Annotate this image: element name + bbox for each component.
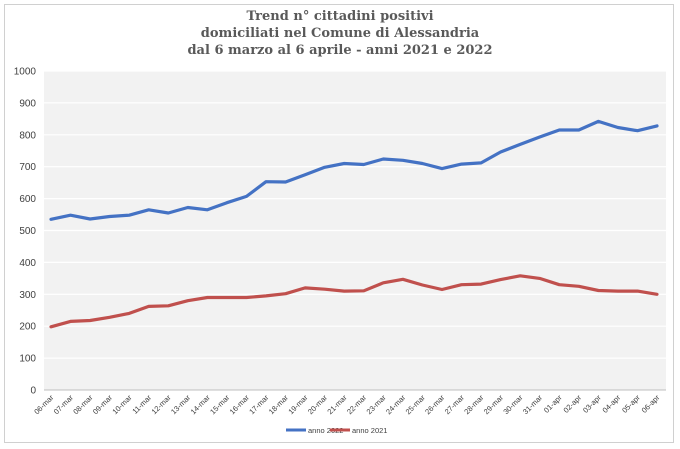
chart-title-line-1: Trend n° cittadini positivi (246, 9, 434, 24)
x-tick-label: 31-mar (521, 393, 545, 417)
y-tick-label: 900 (19, 98, 36, 109)
y-tick-label: 100 (19, 354, 36, 365)
y-axis-ticks: 0 100 200 300 400 500 600 700 800 900 1000 (14, 67, 37, 397)
x-tick-label: 03-apr (581, 393, 603, 415)
chart-title: Trend n° cittadini positivi domiciliati … (0, 8, 680, 59)
legend-label: anno 2022 (308, 426, 343, 435)
y-tick-label: 700 (19, 162, 36, 173)
x-tick-label: 06-apr (640, 393, 662, 415)
y-tick-label: 400 (19, 258, 36, 269)
x-tick-label: 25-mar (404, 393, 428, 417)
x-tick-label: 17-mar (247, 393, 271, 417)
y-tick-label: 200 (19, 322, 36, 333)
x-tick-label: 09-mar (91, 393, 115, 417)
y-tick-label: 0 (30, 386, 36, 397)
x-tick-label: 24-mar (384, 393, 408, 417)
x-tick-label: 27-mar (443, 393, 467, 417)
legend-label: anno 2021 (352, 426, 387, 435)
y-tick-label: 1000 (14, 67, 37, 78)
chart-title-line-2: domiciliati nel Comune di Alessandria (200, 26, 480, 41)
series-line-2022 (49, 119, 659, 221)
x-tick-label: 02-apr (562, 393, 584, 415)
series-lines (49, 119, 659, 329)
x-tick-label: 05-apr (620, 393, 642, 415)
x-tick-label: 23-mar (365, 393, 389, 417)
x-tick-label: 16-mar (228, 393, 252, 417)
x-tick-label: 01-apr (542, 393, 564, 415)
y-tick-label: 300 (19, 290, 36, 301)
grid-lines (44, 70, 666, 391)
y-tick-label: 500 (19, 226, 36, 237)
x-tick-label: 08-mar (71, 393, 95, 417)
series-line-2021 (49, 274, 659, 329)
x-tick-label: 29-mar (482, 393, 506, 417)
x-tick-label: 19-mar (286, 393, 310, 417)
x-tick-label: 18-mar (267, 393, 291, 417)
chart-title-line-3: dal 6 marzo al 6 aprile - anni 2021 e 20… (187, 43, 493, 58)
x-axis-ticks: 06-mar07-mar08-mar09-mar10-mar11-mar12-m… (32, 393, 662, 417)
x-tick-label: 20-mar (306, 393, 330, 417)
x-tick-label: 12-mar (150, 393, 174, 417)
x-tick-label: 13-mar (169, 393, 193, 417)
x-tick-label: 21-mar (325, 393, 349, 417)
x-tick-label: 26-mar (423, 393, 447, 417)
y-tick-label: 800 (19, 130, 36, 141)
x-tick-label: 11-mar (130, 393, 153, 416)
legend: anno 2022 anno 2021 (286, 426, 387, 435)
x-tick-label: 10-mar (110, 393, 134, 417)
x-tick-label: 28-mar (462, 393, 486, 417)
x-tick-label: 30-mar (501, 393, 525, 417)
x-tick-label: 04-apr (601, 393, 623, 415)
x-tick-label: 07-mar (52, 393, 76, 417)
x-tick-label: 14-mar (189, 393, 213, 417)
x-tick-label: 15-mar (208, 393, 232, 417)
y-tick-label: 600 (19, 194, 36, 205)
x-tick-label: 22-mar (345, 393, 369, 417)
